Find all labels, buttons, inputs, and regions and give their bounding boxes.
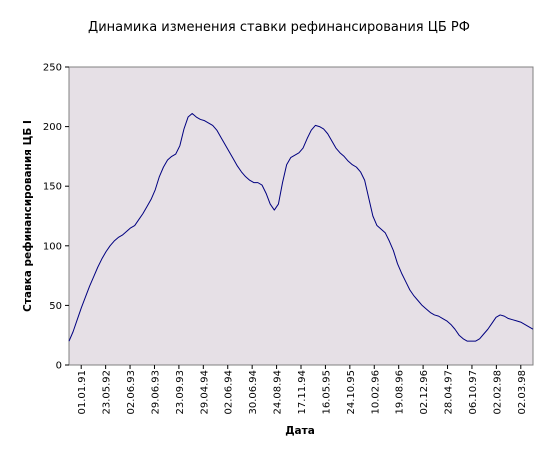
y-tick-label: 200 [43, 122, 62, 133]
x-tick-label: 28.04.97 [444, 370, 455, 415]
series-group [68, 112, 534, 342]
x-tick-label: 02.06.93 [126, 370, 137, 415]
x-tick-label: 10.02.96 [370, 370, 381, 415]
x-tick-label: 24.10.95 [346, 370, 357, 415]
x-tick-label: 02.03.98 [517, 370, 528, 415]
x-tick-label: 23.09.93 [175, 370, 186, 415]
y-tick-label: 0 [56, 361, 62, 372]
y-tick-label: 250 [43, 63, 62, 74]
y-tick-label: 150 [43, 182, 62, 193]
x-tick-label: 29.04.94 [199, 370, 210, 415]
x-tick-label: 06.10.97 [468, 370, 479, 415]
y-axis-title: Ставка рефинансирования ЦБ I [22, 120, 34, 312]
x-tick-label: 23.05.92 [102, 370, 113, 415]
x-tick-label: 24.08.94 [273, 370, 284, 415]
x-tick-label: 02.02.98 [492, 370, 503, 415]
x-tick-label: 01.01.91 [77, 370, 88, 415]
y-axis: 0 50 100 150 200 250 [43, 63, 69, 372]
x-tick-label: 29.06.93 [150, 370, 161, 415]
x-axis-title: Дата [285, 425, 315, 437]
series-line [68, 112, 534, 342]
x-tick-label: 30.06.94 [248, 370, 259, 415]
y-tick-label: 50 [49, 301, 62, 312]
x-tick-label: 02.12.96 [419, 370, 430, 415]
y-tick-label: 100 [43, 241, 62, 252]
x-tick-label: 17.11.94 [297, 370, 308, 415]
plot-area [68, 66, 534, 366]
x-tick-label: 02.06.94 [224, 370, 235, 415]
x-tick-label: 16.05.95 [321, 370, 332, 415]
chart-title: Динамика изменения ставки рефинансирован… [88, 20, 470, 35]
x-axis: 01.01.91 23.05.92 02.06.93 29.06.93 23.09.93… [77, 365, 528, 415]
x-tick-label: 19.08.96 [395, 370, 406, 415]
